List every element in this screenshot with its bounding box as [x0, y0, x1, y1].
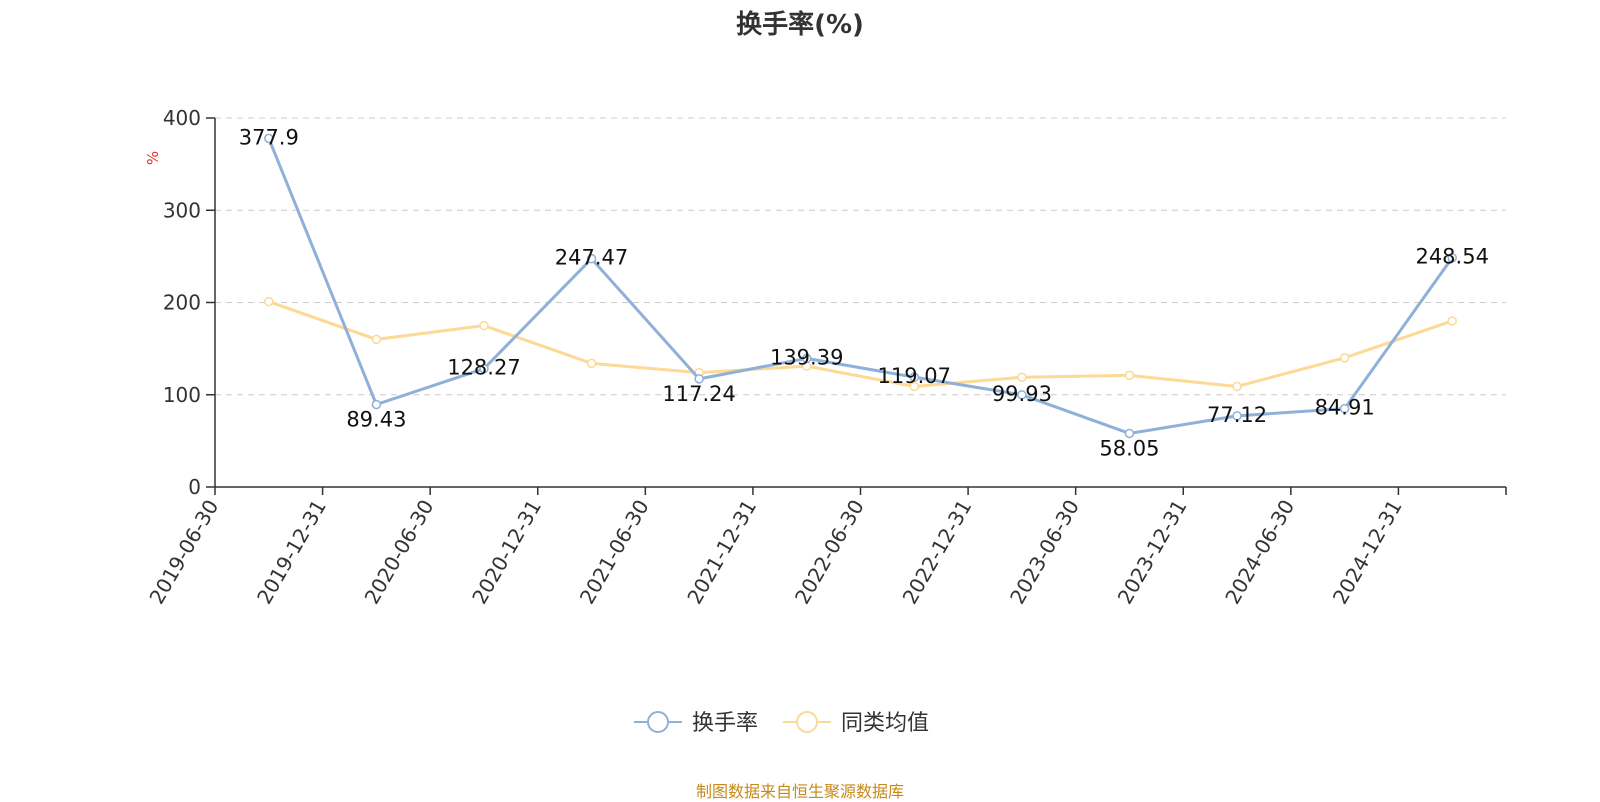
data-point: [1447, 316, 1457, 326]
data-label: 139.39: [770, 345, 843, 369]
data-label: 247.47: [555, 246, 628, 270]
data-label: 89.43: [346, 408, 406, 432]
data-point: [264, 296, 274, 307]
x-tick-label: 2023-06-30: [1005, 496, 1084, 609]
data-label: 99.93: [992, 382, 1052, 406]
series-line: [268, 300, 1453, 388]
data-point: [1017, 390, 1027, 400]
legend-label: 换手率: [692, 711, 758, 736]
data-label: 58.05: [1099, 436, 1159, 460]
data-point: [371, 334, 382, 345]
data-point: [586, 358, 597, 369]
data-point: [694, 374, 704, 384]
data-label: 84.91: [1315, 396, 1375, 420]
y-axis-label: %: [144, 151, 162, 165]
data-point: [801, 353, 812, 364]
legend-marker: [796, 711, 818, 733]
legend-label: 同类均值: [841, 711, 929, 736]
data-point: [1124, 370, 1135, 381]
data-label: 119.07: [878, 364, 951, 388]
data-point: [1017, 372, 1027, 382]
data-point: [909, 372, 920, 382]
chart-title: 换手率(%): [736, 10, 864, 40]
series-lines: [264, 133, 1457, 439]
x-tick-label: 2020-12-31: [467, 496, 546, 609]
y-tick-label: 300: [163, 198, 201, 222]
series-line: [267, 137, 1454, 435]
y-tick-label: 100: [163, 383, 201, 407]
data-point: [264, 133, 274, 144]
x-tick-label: 2024-06-30: [1220, 496, 1299, 609]
data-point: [479, 320, 489, 331]
y-tick-label: 200: [163, 291, 201, 315]
data-point: [909, 381, 920, 392]
x-tick-label: 2019-06-30: [144, 496, 223, 609]
data-point: [586, 253, 597, 264]
source-note: 制图数据来自恒生聚源数据库: [695, 782, 904, 801]
data-point: [1447, 252, 1457, 263]
data-point: [1232, 411, 1242, 421]
data-point: [1232, 381, 1242, 392]
x-tick-label: 2023-12-31: [1113, 496, 1192, 609]
data-point: [1339, 403, 1350, 414]
x-tick-label: 2019-12-31: [252, 496, 331, 609]
data-label: 117.24: [662, 382, 735, 406]
y-tick-label: 0: [188, 475, 201, 499]
x-tick-label: 2021-06-30: [575, 496, 654, 609]
grid-lines: [215, 117, 1506, 396]
x-tick-label: 2022-12-31: [898, 496, 977, 609]
data-label: 77.12: [1207, 403, 1267, 427]
data-point: [1339, 353, 1350, 363]
legend: 换手率 同类均值: [634, 711, 929, 736]
x-tick-label: 2024-12-31: [1328, 496, 1407, 609]
data-label: 248.54: [1415, 245, 1488, 269]
data-point: [1124, 428, 1135, 439]
x-tick-label: 2022-06-30: [790, 496, 869, 609]
y-tick-label: 400: [163, 106, 201, 130]
legend-marker: [647, 711, 669, 733]
x-tick-label: 2021-12-31: [682, 496, 761, 609]
data-label: 128.27: [447, 356, 520, 380]
data-point: [371, 399, 382, 410]
data-labels: 377.9 89.43 128.27 247.47 117.24 139.39 119.07…: [239, 125, 1489, 460]
data-label: 377.9: [239, 125, 299, 149]
x-tick-label: 2020-06-30: [360, 496, 439, 609]
data-point: [479, 363, 489, 374]
